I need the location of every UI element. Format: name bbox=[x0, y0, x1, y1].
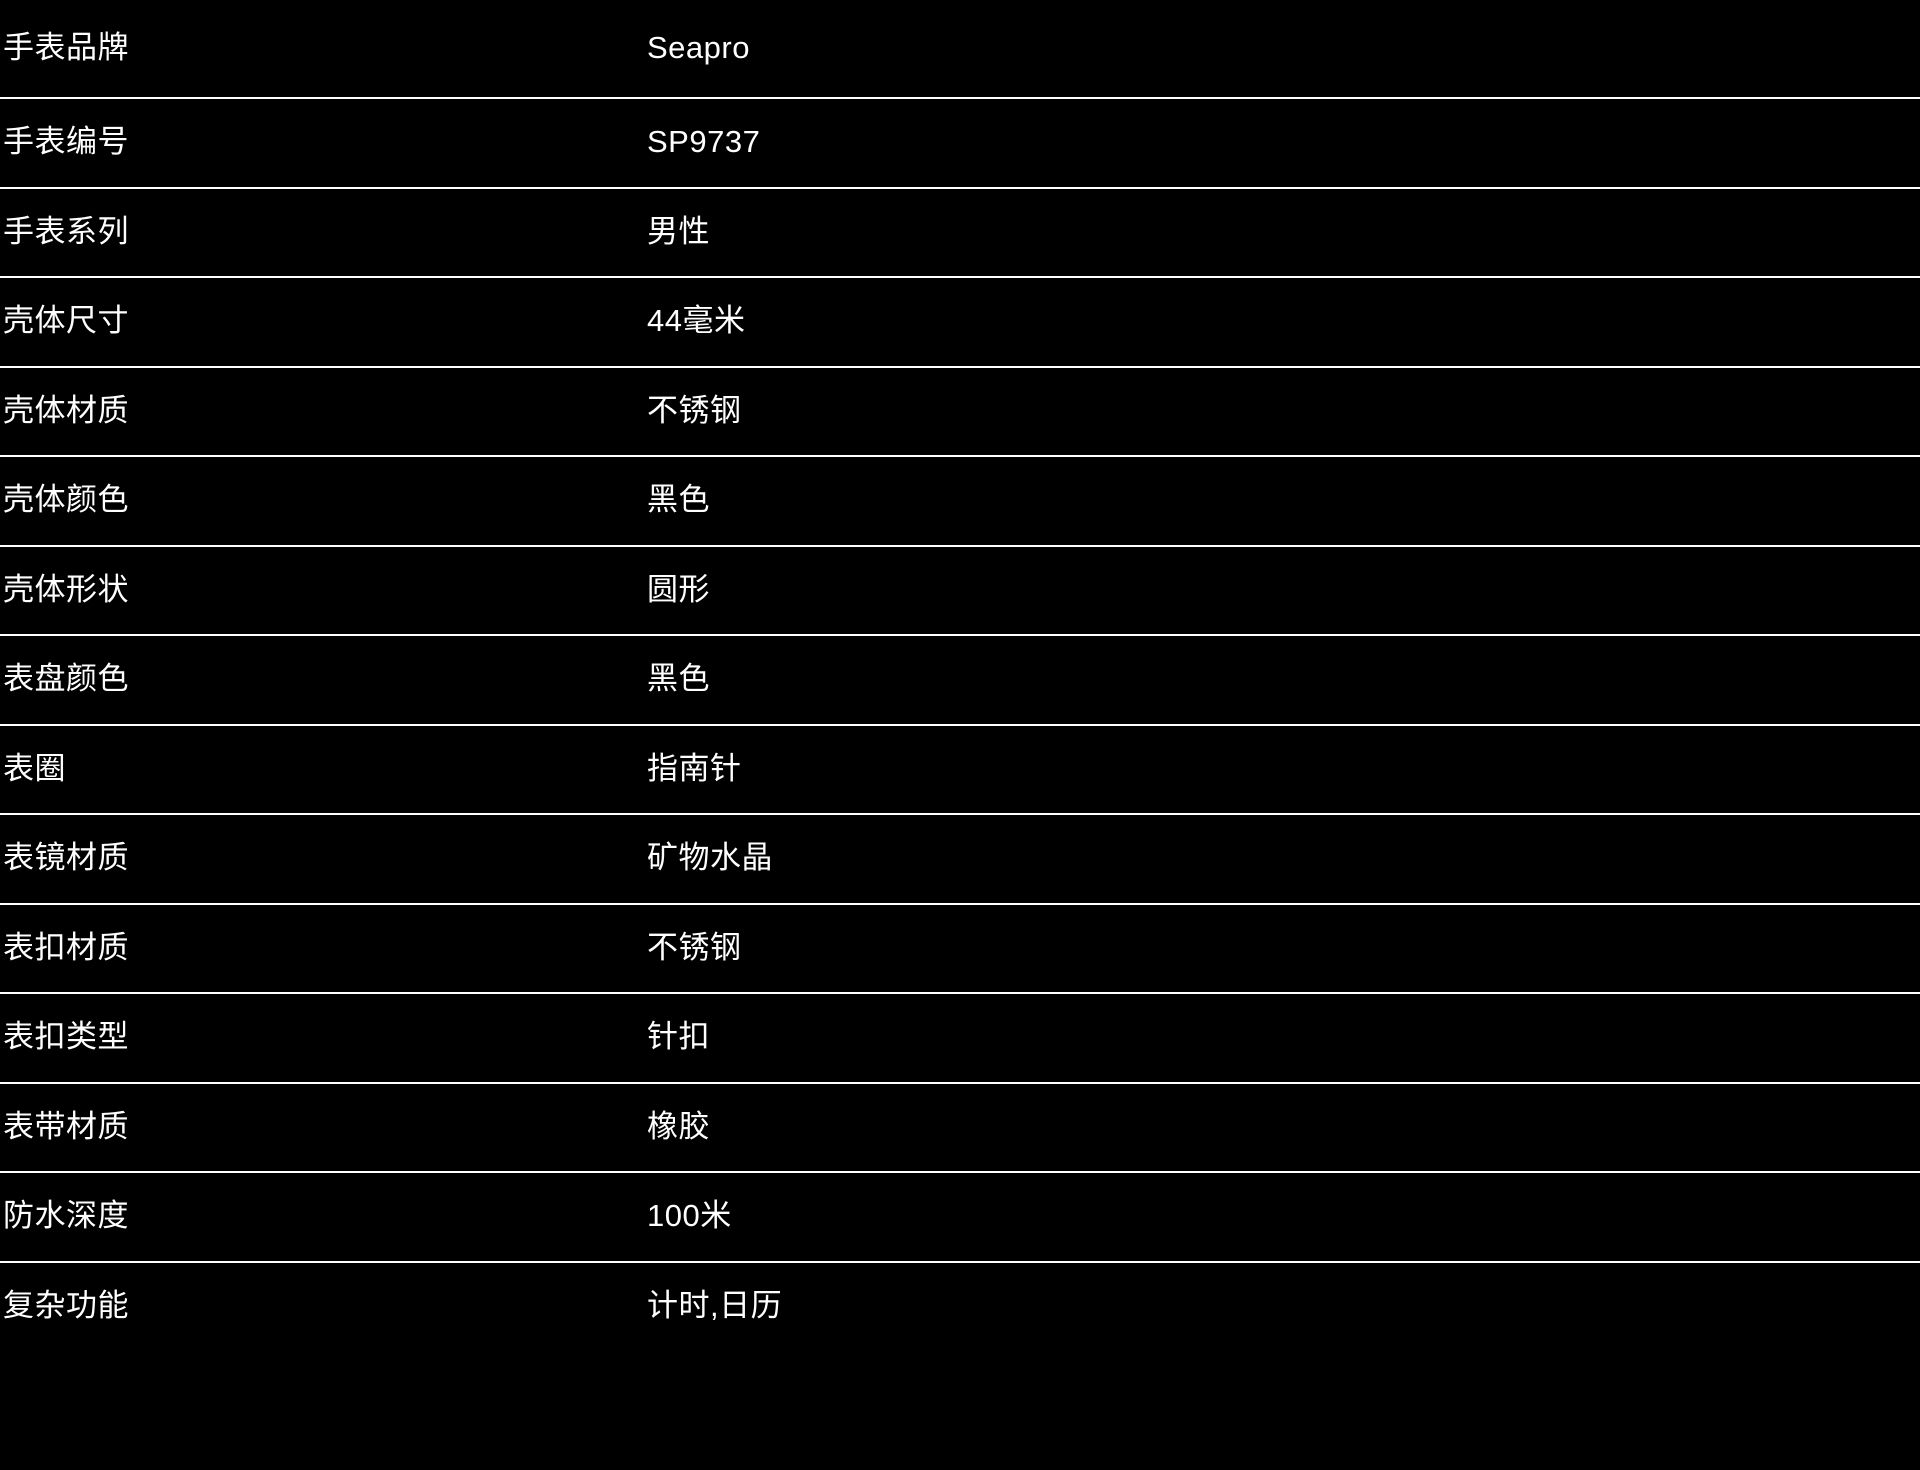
table-row: 壳体形状 圆形 bbox=[0, 545, 1920, 636]
spec-label: 壳体材质 bbox=[3, 392, 129, 428]
table-row: 手表编号 SP9737 bbox=[0, 98, 1920, 188]
spec-label: 手表系列 bbox=[3, 213, 129, 249]
spec-label: 壳体颜色 bbox=[3, 482, 129, 518]
spec-label: 防水深度 bbox=[3, 1198, 129, 1234]
table-row: 表盘颜色 黑色 bbox=[0, 635, 1920, 725]
table-row: 表扣类型 针扣 bbox=[0, 993, 1920, 1083]
table-row: 复杂功能 计时,日历 bbox=[0, 1261, 1920, 1352]
spec-value: 44毫米 bbox=[647, 303, 746, 339]
spec-table-body: 手表品牌 Seapro 手表编号 SP9737 手表系列 男性 壳体尺寸 44毫… bbox=[0, 0, 1920, 1352]
spec-value: 指南针 bbox=[647, 750, 742, 786]
spec-value: 矿物水晶 bbox=[647, 840, 773, 876]
table-row: 表镜材质 矿物水晶 bbox=[0, 814, 1920, 904]
spec-label: 表圈 bbox=[3, 750, 66, 786]
spec-value: SP9737 bbox=[647, 124, 761, 160]
spec-label: 壳体形状 bbox=[3, 571, 129, 607]
table-row: 表带材质 橡胶 bbox=[0, 1082, 1920, 1173]
spec-value: 不锈钢 bbox=[647, 929, 742, 965]
table-row: 表圈 指南针 bbox=[0, 724, 1920, 815]
spec-value: 男性 bbox=[647, 213, 710, 249]
spec-label: 表扣材质 bbox=[3, 929, 129, 965]
spec-value: 计时,日历 bbox=[647, 1288, 783, 1324]
spec-label: 表带材质 bbox=[3, 1108, 129, 1144]
spec-value: 橡胶 bbox=[647, 1108, 710, 1144]
watch-specification-table: 手表品牌 Seapro 手表编号 SP9737 手表系列 男性 壳体尺寸 44毫… bbox=[0, 0, 1920, 1352]
spec-value: 不锈钢 bbox=[647, 392, 742, 428]
spec-value: 针扣 bbox=[647, 1019, 710, 1055]
table-row: 壳体材质 不锈钢 bbox=[0, 366, 1920, 457]
spec-label: 复杂功能 bbox=[3, 1288, 129, 1324]
table-row: 手表系列 男性 bbox=[0, 187, 1920, 278]
table-row: 表扣材质 不锈钢 bbox=[0, 903, 1920, 994]
table-row: 手表品牌 Seapro bbox=[0, 0, 1920, 98]
spec-value: Seapro bbox=[647, 30, 750, 66]
table-row: 壳体尺寸 44毫米 bbox=[0, 277, 1920, 367]
spec-value: 黑色 bbox=[647, 661, 710, 697]
spec-label: 表镜材质 bbox=[3, 840, 129, 876]
spec-label: 手表编号 bbox=[3, 124, 129, 160]
spec-value: 圆形 bbox=[647, 571, 710, 607]
spec-value: 黑色 bbox=[647, 482, 710, 518]
spec-value: 100米 bbox=[647, 1198, 732, 1234]
spec-label: 壳体尺寸 bbox=[3, 303, 129, 339]
spec-label: 手表品牌 bbox=[3, 30, 129, 66]
spec-label: 表扣类型 bbox=[3, 1019, 129, 1055]
spec-label: 表盘颜色 bbox=[3, 661, 129, 697]
table-row: 防水深度 100米 bbox=[0, 1172, 1920, 1262]
table-row: 壳体颜色 黑色 bbox=[0, 456, 1920, 546]
